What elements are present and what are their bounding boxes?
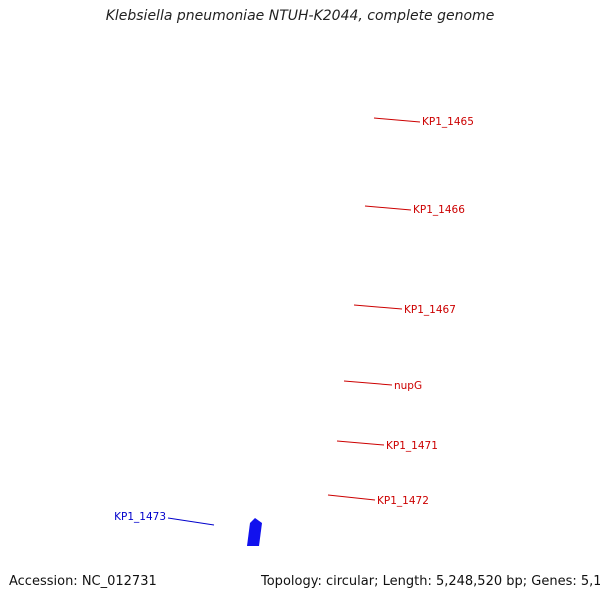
genome-summary: Topology: circular; Length: 5,248,520 bp… <box>261 574 600 589</box>
feature-label-nupg[interactable]: nupG <box>394 380 422 392</box>
feature-label-kp1_1471[interactable]: KP1_1471 <box>386 440 438 452</box>
label-leader-line <box>167 517 215 526</box>
label-leader-line <box>353 304 403 310</box>
ruler-labels: 1405 kbp1406 kbp1407 kbp1408 kbp1409 kbp… <box>0 33 1 298</box>
genome-title: Klebsiella pneumoniae NTUH-K2044, comple… <box>105 8 495 24</box>
feature-label-kp1_1467[interactable]: KP1_1467 <box>404 304 456 316</box>
feature-label-kp1_1466[interactable]: KP1_1466 <box>413 204 465 216</box>
label-leader-line <box>373 117 421 123</box>
feature-label-kp1_1472[interactable]: KP1_1472 <box>377 495 429 507</box>
feature-labels: KP1_1465 KP1_1466 KP1_1467 nupG KP1_1471 KP1_… <box>114 116 474 526</box>
feature-label-kp1_1465[interactable]: KP1_1465 <box>422 116 474 128</box>
label-leader-line <box>336 440 385 446</box>
ruler-ticks <box>0 37 600 570</box>
gene-arrow-kp1_1473 <box>247 518 262 546</box>
label-leader-line <box>364 205 412 211</box>
label-leader-line <box>343 380 393 386</box>
label-leader-line <box>327 494 376 501</box>
accession-text: Accession: NC_012731 <box>9 574 157 589</box>
feature-label-kp1_1473[interactable]: KP1_1473 <box>114 511 166 523</box>
gene-arrows <box>247 518 262 546</box>
